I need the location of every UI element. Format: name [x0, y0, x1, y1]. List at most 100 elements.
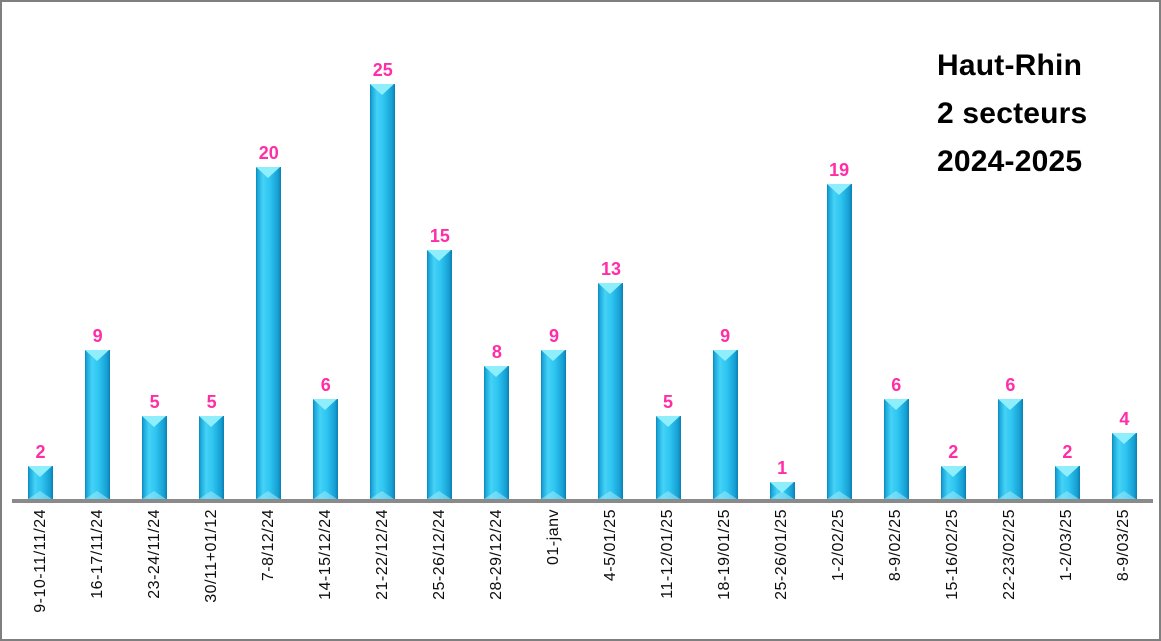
x-label-slot: 25-26/01/25: [754, 509, 811, 639]
bar-slot: 1: [754, 10, 811, 499]
bar-slot: 2: [12, 10, 69, 500]
x-axis-label: 18-19/01/25: [716, 509, 734, 600]
x-label-slot: 16-17/11/24: [69, 509, 126, 639]
value-label: 2: [948, 441, 959, 462]
value-label: 5: [149, 392, 160, 412]
x-label-slot: 21-22/12/24: [354, 509, 411, 639]
value-label: 6: [891, 375, 902, 396]
x-axis-label: 25-26/01/25: [773, 509, 791, 600]
bar-slot: 8: [468, 10, 525, 499]
x-label-slot: 22-23/02/25: [982, 509, 1039, 639]
bar: [940, 465, 966, 500]
x-label-slot: 18-19/01/25: [697, 509, 754, 639]
bar-slot: 19: [811, 10, 868, 500]
x-axis-label: 8-9/02/25: [887, 509, 905, 582]
value-label: 4: [1119, 408, 1130, 429]
bar: [997, 399, 1023, 499]
bar-slot: 9: [525, 10, 582, 500]
bar: [769, 482, 795, 499]
bar-slot: 15: [411, 10, 468, 499]
x-label-slot: 8-9/02/25: [868, 509, 925, 639]
bar-slot: 5: [183, 10, 240, 499]
x-label-slot: 11-12/01/25: [640, 509, 697, 639]
chart-title-line3: 2024-2025: [937, 145, 1083, 178]
x-axis-label: 23-24/11/24: [145, 509, 163, 599]
x-label-slot: 25-26/12/24: [411, 509, 468, 639]
bar: [655, 416, 681, 499]
bar: [370, 84, 396, 499]
x-label-slot: 1-2/02/25: [811, 509, 868, 639]
value-label: 8: [491, 342, 502, 363]
value-label: 25: [372, 60, 393, 80]
bar: [427, 250, 453, 499]
value-label: 9: [548, 325, 559, 346]
value-label: 9: [720, 325, 731, 346]
x-axis-label: 01-janv: [544, 509, 562, 565]
x-axis-label: 30/11+01/12: [202, 509, 220, 603]
bar: [1054, 465, 1080, 500]
bar: [883, 399, 909, 499]
bar-slot: 4: [1096, 10, 1153, 500]
value-label: 20: [258, 143, 279, 163]
bar: [313, 399, 339, 499]
bar-slot: 5: [126, 10, 183, 499]
chart-title: Haut-Rhin 2 secteurs 2024-2025: [937, 42, 1087, 186]
x-axis-label: 7-8/12/24: [259, 509, 277, 582]
value-label: 1: [777, 458, 788, 479]
x-label-slot: 9-10-11/11/24: [12, 509, 69, 639]
bar: [541, 349, 567, 500]
x-label-slot: 01-janv: [525, 509, 582, 639]
bar: [1111, 432, 1137, 500]
bar: [85, 349, 111, 500]
x-axis-label: 28-29/12/24: [487, 509, 505, 600]
x-axis-label: 15-16/02/25: [944, 509, 962, 600]
bar-slot: 6: [297, 10, 354, 499]
x-label-slot: 8-9/03/25: [1096, 509, 1153, 639]
value-label: 15: [429, 226, 450, 246]
bar-slot: 2: [1039, 10, 1096, 500]
x-axis-label: 16-17/11/24: [88, 509, 106, 599]
value-label: 9: [92, 325, 103, 346]
bar: [484, 366, 510, 499]
bar-slot: 2: [925, 10, 982, 500]
x-axis-labels: 9-10-11/11/24 16-17/11/24 23-24/11/24 30/11…: [12, 509, 1153, 639]
x-label-slot: 14-15/12/24: [297, 509, 354, 639]
bar: [256, 167, 282, 499]
x-label-slot: 7-8/12/24: [240, 509, 297, 639]
x-label-slot: 15-16/02/25: [925, 509, 982, 639]
value-label: 13: [600, 259, 621, 280]
bar-slot: 6: [868, 10, 925, 499]
bar: [826, 183, 852, 500]
x-label-slot: 4-5/01/25: [582, 509, 639, 639]
bar: [28, 465, 54, 500]
value-label: 2: [35, 441, 46, 462]
value-label: 19: [829, 159, 850, 180]
bar-slot: 9: [697, 10, 754, 500]
value-label: 6: [320, 375, 331, 396]
bar-slot: 13: [582, 10, 639, 499]
chart-title-line1: Haut-Rhin: [937, 49, 1083, 82]
x-axis-label: 1-2/03/25: [1058, 509, 1076, 582]
x-axis-label: 14-15/12/24: [316, 509, 334, 600]
bar-slot: 5: [640, 10, 697, 499]
bar-slot: 25: [354, 10, 411, 499]
chart-title-line2: 2 secteurs: [937, 97, 1088, 130]
value-label: 5: [663, 392, 674, 412]
x-label-slot: 30/11+01/12: [183, 509, 240, 639]
x-axis-label: 11-12/01/25: [659, 509, 677, 599]
bar-slot: 9: [69, 10, 126, 500]
x-axis-label: 4-5/01/25: [601, 509, 619, 582]
bar: [199, 416, 225, 499]
bar: [142, 416, 168, 499]
x-label-slot: 23-24/11/24: [126, 509, 183, 639]
value-label: 2: [1062, 441, 1073, 462]
bar-slot: 6: [982, 10, 1039, 499]
x-axis-label: 8-9/03/25: [1115, 509, 1133, 582]
x-label-slot: 1-2/03/25: [1039, 509, 1096, 639]
bar: [712, 349, 738, 500]
value-label: 5: [206, 392, 217, 412]
bar-slot: 20: [240, 10, 297, 499]
x-label-slot: 28-29/12/24: [468, 509, 525, 639]
x-axis-label: 25-26/12/24: [430, 509, 448, 600]
